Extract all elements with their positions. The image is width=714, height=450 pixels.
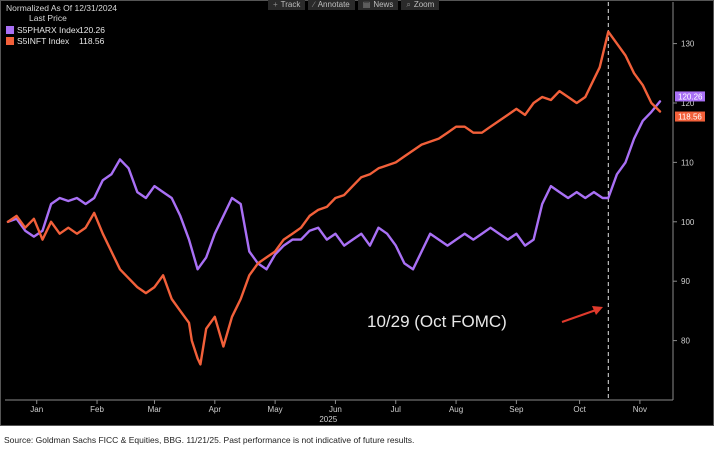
normalization-note: Normalized As Of 12/31/2024 [6,3,118,13]
x-tick-label: Oct [573,405,586,414]
y-tick-label: 110 [681,158,694,167]
last-price-badge-label: 118.56 [678,113,702,122]
legend-item-tech[interactable]: S5INFT Index 118.56 [6,36,104,46]
annotate-label: Annotate [317,0,350,9]
x-tick-label: Aug [449,405,463,414]
y-tick-label: 120 [681,99,695,108]
x-tick-label: Jun [329,405,342,414]
x-tick-label: Feb [90,405,104,414]
last-price-badge-pharma [675,91,705,102]
year-label: 2025 [319,415,337,424]
legend-value-pharma: 120.26 [79,25,105,35]
zoom-button[interactable]: ⌕ Zoom [401,0,440,10]
x-tick-label: Jul [391,405,401,414]
magnifier-icon: ⌕ [406,0,411,9]
x-tick-label: May [268,405,283,414]
y-tick-label: 90 [681,277,690,286]
y-tick-label: 130 [681,40,695,49]
news-button[interactable]: ▤ News [357,0,399,10]
annotation-arrow-head [592,306,603,315]
track-button[interactable]: + Track [268,0,306,10]
series-line-tech [6,30,662,366]
crosshair-icon: + [273,0,278,9]
x-tick-label: Nov [633,405,647,414]
pencil-icon: ∕ [313,0,315,9]
legend-label-tech: S5INFT Index [17,36,70,46]
series-line-pharma [6,100,662,271]
track-label: Track [280,0,301,9]
x-tick-label: Apr [209,405,222,414]
price-chart: 80 90 100 110 120 130 Jan Feb Mar Apr May Jun Jul Aug… [5,2,705,424]
chart-frame [0,0,714,426]
legend-label-pharma: S5PHARX Index [17,25,80,35]
news-label: News [373,0,394,9]
legend-swatch-tech [6,37,14,45]
source-note: Source: Goldman Sachs FICC & Equities, B… [4,435,415,445]
newspaper-icon: ▤ [362,0,371,9]
chart-toolbar: + Track ∕ Annotate ▤ News ⌕ Zoom [268,0,440,10]
last-price-badge-tech [675,111,705,122]
last-price-badge-label: 120.26 [678,92,703,101]
y-tick-label: 80 [681,337,690,346]
last-price-label: Last Price [29,13,67,23]
x-tick-label: Sep [509,405,524,414]
annotate-button[interactable]: ∕ Annotate [308,0,355,10]
annotation-arrow-shaft [561,309,597,323]
y-tick-label: 100 [681,218,695,227]
x-tick-label: Jan [30,405,43,414]
legend-swatch-pharma [6,26,14,34]
x-tick-label: Mar [148,405,162,414]
fomc-annotation-text: 10/29 (Oct FOMC) [367,312,507,331]
legend-item-pharma[interactable]: S5PHARX Index 120.26 [6,25,105,35]
zoom-label: Zoom [413,0,435,9]
legend-value-tech: 118.56 [79,36,105,46]
